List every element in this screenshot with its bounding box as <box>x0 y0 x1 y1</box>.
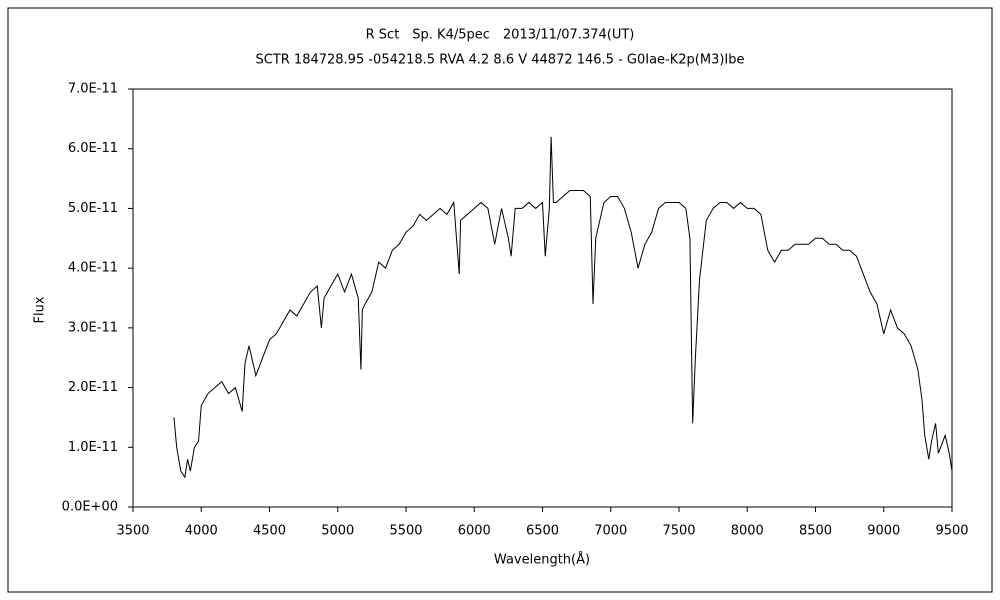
x-tick-label: 8500 <box>799 524 832 539</box>
spectrum-line <box>173 136 953 479</box>
x-tick-label: 4500 <box>253 524 286 539</box>
chart-frame <box>7 7 993 593</box>
y-tick-label: 6.0E-11 <box>68 141 118 156</box>
y-tick-label: 5.0E-11 <box>68 201 118 216</box>
y-axis-label: Flux <box>33 296 48 323</box>
x-tick-label: 5500 <box>389 524 422 539</box>
x-tick-label: 7000 <box>594 524 627 539</box>
chart-title: R Sct Sp. K4/5pec 2013/11/07.374(UT) <box>366 28 635 43</box>
x-tick-label: 8000 <box>731 524 764 539</box>
x-tick-label: 9500 <box>935 524 968 539</box>
x-tick-label: 3500 <box>116 524 149 539</box>
y-tick-label: 3.0E-11 <box>68 320 118 335</box>
y-tick-label: 1.0E-11 <box>68 440 118 455</box>
y-tick-label: 7.0E-11 <box>68 82 118 97</box>
chart-subtitle: SCTR 184728.95 -054218.5 RVA 4.2 8.6 V 4… <box>255 53 744 68</box>
x-tick-label: 6000 <box>458 524 491 539</box>
x-axis-label: Wavelength(Å) <box>494 552 590 568</box>
y-tick-label: 2.0E-11 <box>68 380 118 395</box>
y-tick-label: 4.0E-11 <box>68 261 118 276</box>
x-tick-label: 5000 <box>321 524 354 539</box>
y-tick-label: 0.0E+00 <box>62 500 118 515</box>
x-tick-label: 6500 <box>526 524 559 539</box>
x-tick-label: 4000 <box>185 524 218 539</box>
x-tick-label: 7500 <box>662 524 695 539</box>
x-tick-label: 9000 <box>867 524 900 539</box>
